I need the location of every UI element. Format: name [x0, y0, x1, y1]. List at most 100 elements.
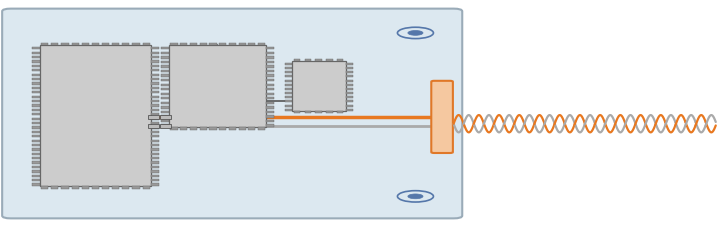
Bar [32, 122, 40, 124]
Bar [219, 43, 226, 45]
Bar [161, 47, 169, 49]
Bar [32, 113, 40, 115]
Bar [315, 59, 322, 61]
Bar [151, 47, 159, 49]
Circle shape [408, 194, 423, 199]
Bar [151, 109, 159, 111]
Bar [112, 43, 120, 45]
Bar [161, 61, 169, 63]
Bar [238, 43, 246, 45]
Bar [151, 104, 159, 107]
Bar [161, 70, 169, 72]
Bar [151, 131, 159, 133]
Bar [32, 157, 40, 159]
Bar [160, 115, 171, 119]
Bar [32, 126, 40, 128]
Bar [346, 63, 353, 65]
Bar [266, 70, 274, 72]
Bar [148, 115, 159, 119]
Bar [151, 166, 159, 168]
Bar [229, 43, 236, 45]
Bar [32, 161, 40, 164]
Bar [32, 96, 40, 98]
Bar [266, 65, 274, 68]
Bar [32, 78, 40, 80]
Bar [151, 153, 159, 155]
Bar [210, 127, 217, 130]
Bar [284, 96, 292, 98]
Bar [32, 175, 40, 177]
Bar [284, 88, 292, 90]
Bar [81, 186, 89, 189]
Bar [266, 93, 274, 95]
Bar [151, 122, 159, 124]
Bar [32, 144, 40, 146]
Bar [266, 111, 274, 113]
Bar [326, 59, 333, 61]
Bar [266, 102, 274, 104]
Bar [151, 118, 159, 120]
Bar [51, 186, 58, 189]
Bar [151, 56, 159, 58]
Bar [151, 126, 159, 128]
Bar [51, 43, 58, 45]
Bar [337, 111, 343, 114]
Bar [284, 92, 292, 94]
Bar [151, 113, 159, 115]
Bar [61, 186, 68, 189]
Bar [346, 104, 353, 107]
Bar [210, 43, 217, 45]
Bar [284, 71, 292, 73]
Bar [148, 124, 159, 128]
Bar [266, 47, 274, 49]
Circle shape [397, 191, 433, 202]
Bar [32, 47, 40, 49]
Bar [258, 127, 265, 130]
Bar [346, 84, 353, 86]
Bar [32, 140, 40, 142]
Bar [71, 43, 78, 45]
Bar [190, 127, 197, 130]
Bar [190, 43, 197, 45]
Bar [266, 106, 274, 109]
Bar [32, 109, 40, 111]
Bar [266, 74, 274, 77]
Bar [199, 43, 207, 45]
Bar [61, 43, 68, 45]
Bar [92, 186, 99, 189]
Bar [161, 115, 169, 118]
Bar [305, 111, 311, 114]
Bar [171, 43, 178, 45]
Bar [32, 135, 40, 137]
Bar [151, 91, 159, 93]
Bar [151, 74, 159, 76]
FancyBboxPatch shape [431, 81, 453, 153]
Bar [266, 79, 274, 81]
Bar [238, 127, 246, 130]
Bar [151, 144, 159, 146]
Bar [132, 43, 140, 45]
Bar [346, 79, 353, 82]
Bar [41, 43, 48, 45]
Bar [346, 109, 353, 111]
Bar [258, 43, 265, 45]
Bar [161, 84, 169, 86]
Bar [346, 96, 353, 98]
Bar [171, 127, 178, 130]
Bar [294, 111, 300, 114]
Bar [102, 43, 109, 45]
Bar [151, 82, 159, 85]
Bar [346, 71, 353, 73]
Bar [92, 43, 99, 45]
Bar [71, 186, 78, 189]
Bar [284, 79, 292, 82]
Bar [161, 65, 169, 68]
Bar [151, 140, 159, 142]
Bar [102, 186, 109, 189]
Bar [292, 61, 346, 111]
Bar [32, 100, 40, 102]
Bar [151, 161, 159, 164]
Bar [161, 102, 169, 104]
Bar [32, 60, 40, 63]
Bar [180, 127, 187, 130]
